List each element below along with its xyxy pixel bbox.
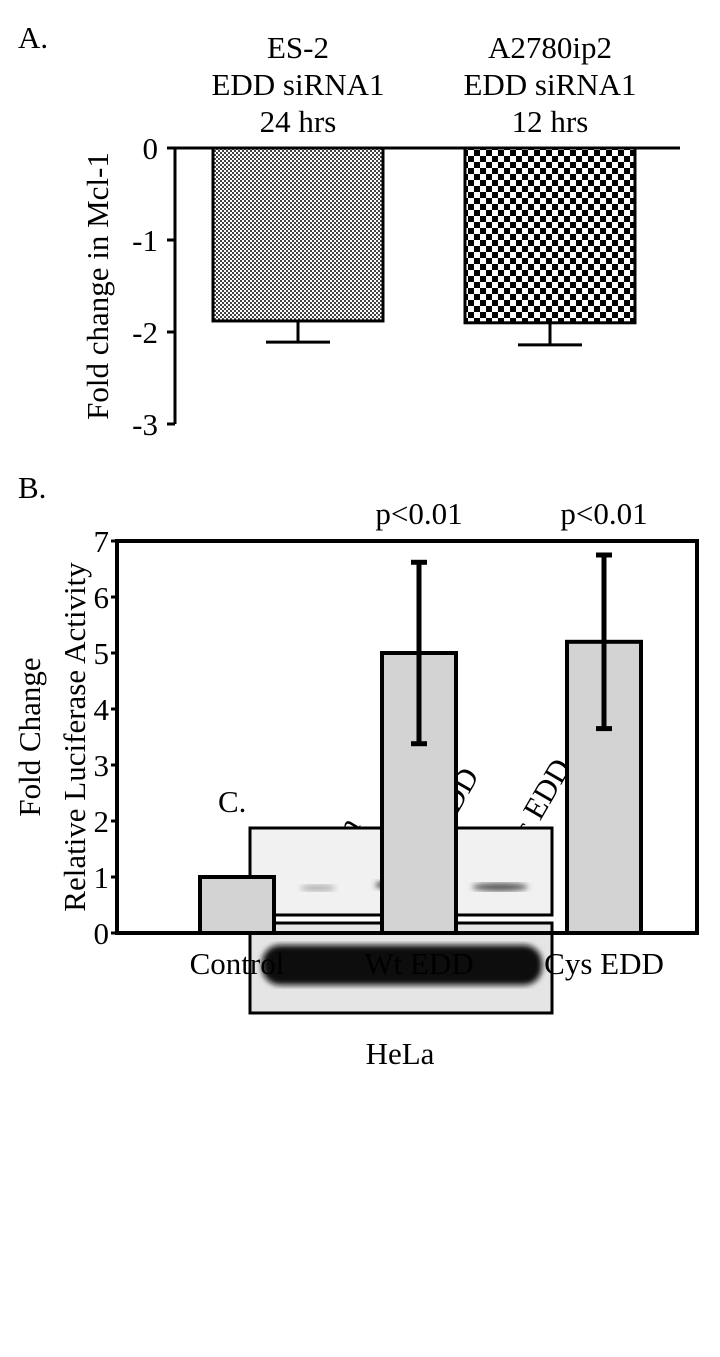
y-tick-label: 4 — [94, 692, 110, 727]
y-tick-label: 3 — [94, 748, 110, 783]
y-axis-label: Relative Luciferase Activity — [57, 562, 92, 912]
y-tick-label: 1 — [94, 860, 110, 895]
y-tick-label: -2 — [132, 315, 158, 350]
panel-label: C. — [218, 784, 246, 819]
y-tick-label: 2 — [94, 804, 110, 839]
bar — [198, 875, 276, 935]
x-tick-label: Wt EDD — [364, 946, 473, 981]
panel-label: A. — [18, 20, 48, 55]
y-tick-label: -1 — [132, 223, 158, 258]
x-tick-label: EDD siRNA1 — [463, 67, 636, 102]
x-tick-label: Control — [190, 946, 285, 981]
y-axis-label: Fold Change — [12, 657, 47, 816]
y-tick-label: 6 — [94, 580, 110, 615]
panel-label: B. — [18, 470, 46, 505]
y-tick-label: 0 — [143, 131, 159, 166]
annotation: p<0.01 — [375, 496, 462, 531]
x-tick-label: 12 hrs — [512, 104, 589, 139]
y-tick-label: 7 — [94, 524, 110, 559]
x-tick-label: ES-2 — [267, 30, 329, 65]
x-tick-label: 24 hrs — [260, 104, 337, 139]
x-tick-label: EDD siRNA1 — [211, 67, 384, 102]
x-tick-label: Cys EDD — [544, 946, 664, 981]
cell-line: HeLa — [366, 1036, 435, 1071]
annotation: p<0.01 — [560, 496, 647, 531]
x-tick-label: A2780ip2 — [488, 30, 612, 65]
y-tick-label: 5 — [94, 636, 110, 671]
bar — [211, 146, 385, 323]
y-tick-label: -3 — [132, 407, 158, 442]
bar — [463, 146, 637, 325]
y-tick-label: 0 — [94, 916, 110, 951]
y-axis-label: Fold change in Mcl-1 — [80, 152, 115, 420]
